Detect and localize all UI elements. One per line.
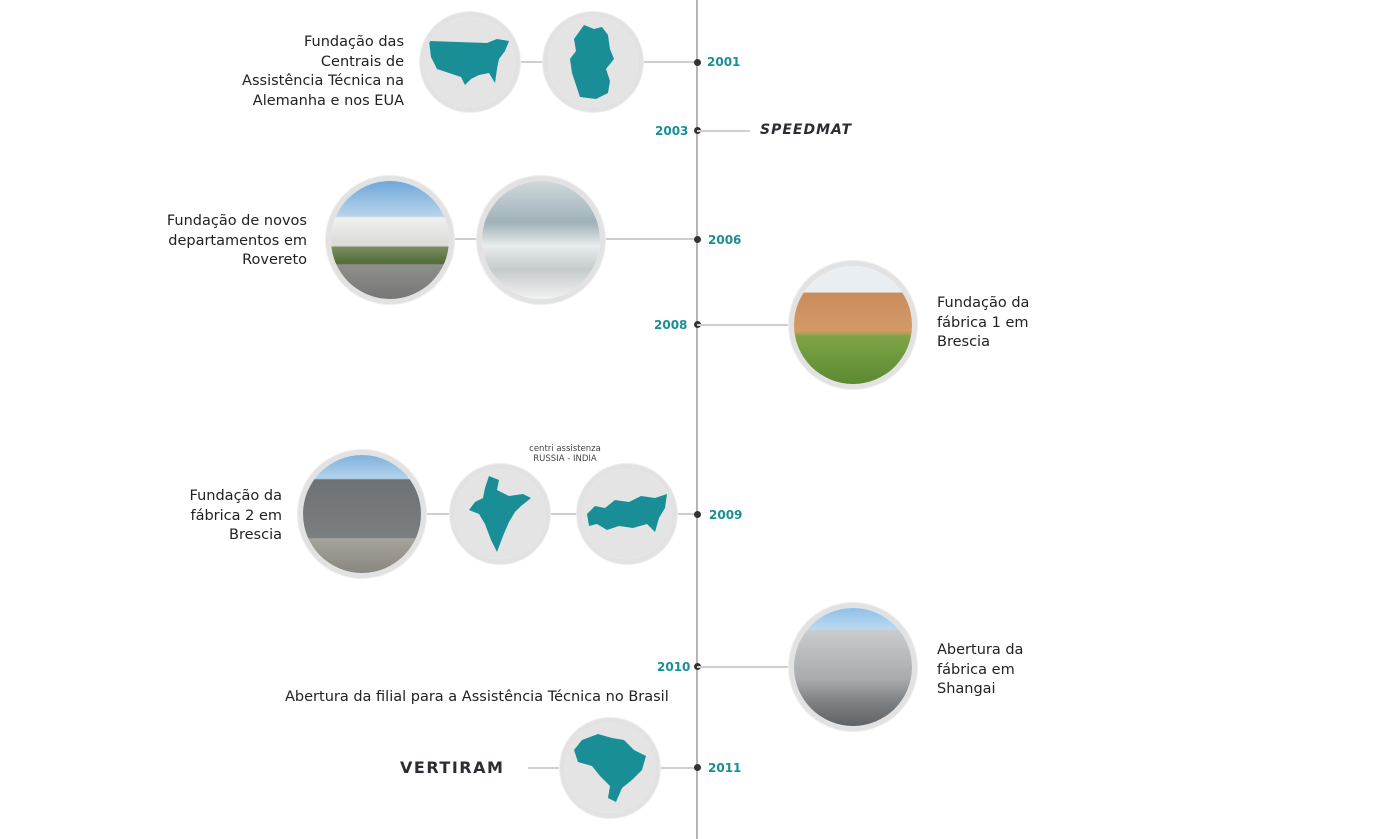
india-map-icon <box>469 476 531 552</box>
text-line: Assistência Técnica na <box>242 73 404 89</box>
text-line: Alemanha e nos EUA <box>252 92 404 109</box>
caption-line: RUSSIA - INDIA <box>533 454 597 464</box>
shanghai-factory-photo <box>789 603 917 731</box>
text-line: Centrais de <box>320 53 404 70</box>
timeline-dot-2001 <box>694 59 701 66</box>
timeline-dot-2006 <box>694 236 701 243</box>
year-label-2009: 2009 <box>709 508 743 522</box>
text-line: fábrica em <box>937 661 1015 678</box>
text-line: Brescia <box>937 334 990 350</box>
event-2011-text: Abertura da filial para a Assistência Té… <box>285 689 669 705</box>
text-line: Fundação das <box>304 34 404 50</box>
russia-map-circle <box>577 464 677 564</box>
year-label-2008: 2008 <box>654 318 688 332</box>
text-line: fábrica 1 em <box>937 314 1029 331</box>
brazil-map-icon <box>574 734 646 802</box>
timeline-dot-2011 <box>694 764 701 771</box>
germany-map-circle <box>543 12 643 112</box>
connector-2010 <box>697 666 792 668</box>
event-2006-text: Fundação de novos departamentos em Rover… <box>167 212 307 271</box>
text-line: departamentos em <box>168 232 307 249</box>
timeline-axis <box>696 0 698 839</box>
year-label-2003: 2003 <box>655 124 689 138</box>
brescia-factory-1-photo <box>789 261 917 389</box>
text-line: Rovereto <box>242 252 307 268</box>
text-line: Shangai <box>937 681 996 697</box>
event-2008-text: Fundação da fábrica 1 em Brescia <box>937 294 1029 353</box>
usa-map-circle <box>420 12 520 112</box>
text-line: Abertura da <box>937 642 1024 658</box>
rovereto-building-photo <box>326 176 454 304</box>
map-caption: centri assistenza RUSSIA - INDIA <box>515 444 615 464</box>
caption-line: centri assistenza <box>529 444 601 454</box>
vertiram-logo: VERTIRAM <box>400 758 505 777</box>
timeline-dot-2009 <box>694 511 701 518</box>
year-label-2001: 2001 <box>707 55 741 69</box>
year-label-2011: 2011 <box>708 761 742 775</box>
connector-2003 <box>697 130 750 132</box>
event-2010-text: Abertura da fábrica em Shangai <box>937 641 1023 700</box>
speedmat-logo: SPEEDMAT <box>760 122 853 138</box>
brazil-map-circle <box>560 718 660 818</box>
germany-map-icon <box>570 25 614 99</box>
russia-map-icon <box>587 494 667 532</box>
text-line: Fundação de novos <box>166 213 307 229</box>
connector-2009 <box>420 513 697 515</box>
text-line: fábrica 2 em <box>190 507 282 524</box>
year-label-2010: 2010 <box>657 660 691 674</box>
connector-2008 <box>697 324 792 326</box>
brescia-factory-2-photo <box>298 450 426 578</box>
usa-map-icon <box>429 39 509 85</box>
event-2009-text: Fundação da fábrica 2 em Brescia <box>190 487 282 546</box>
text-line: Brescia <box>229 527 282 543</box>
machines-photo <box>477 176 605 304</box>
text-line: Fundação da <box>937 295 1030 311</box>
event-2001-text: Fundação das Centrais de Assistência Téc… <box>242 33 404 111</box>
text-line: Fundação da <box>189 488 282 504</box>
year-label-2006: 2006 <box>708 233 742 247</box>
india-map-circle <box>450 464 550 564</box>
